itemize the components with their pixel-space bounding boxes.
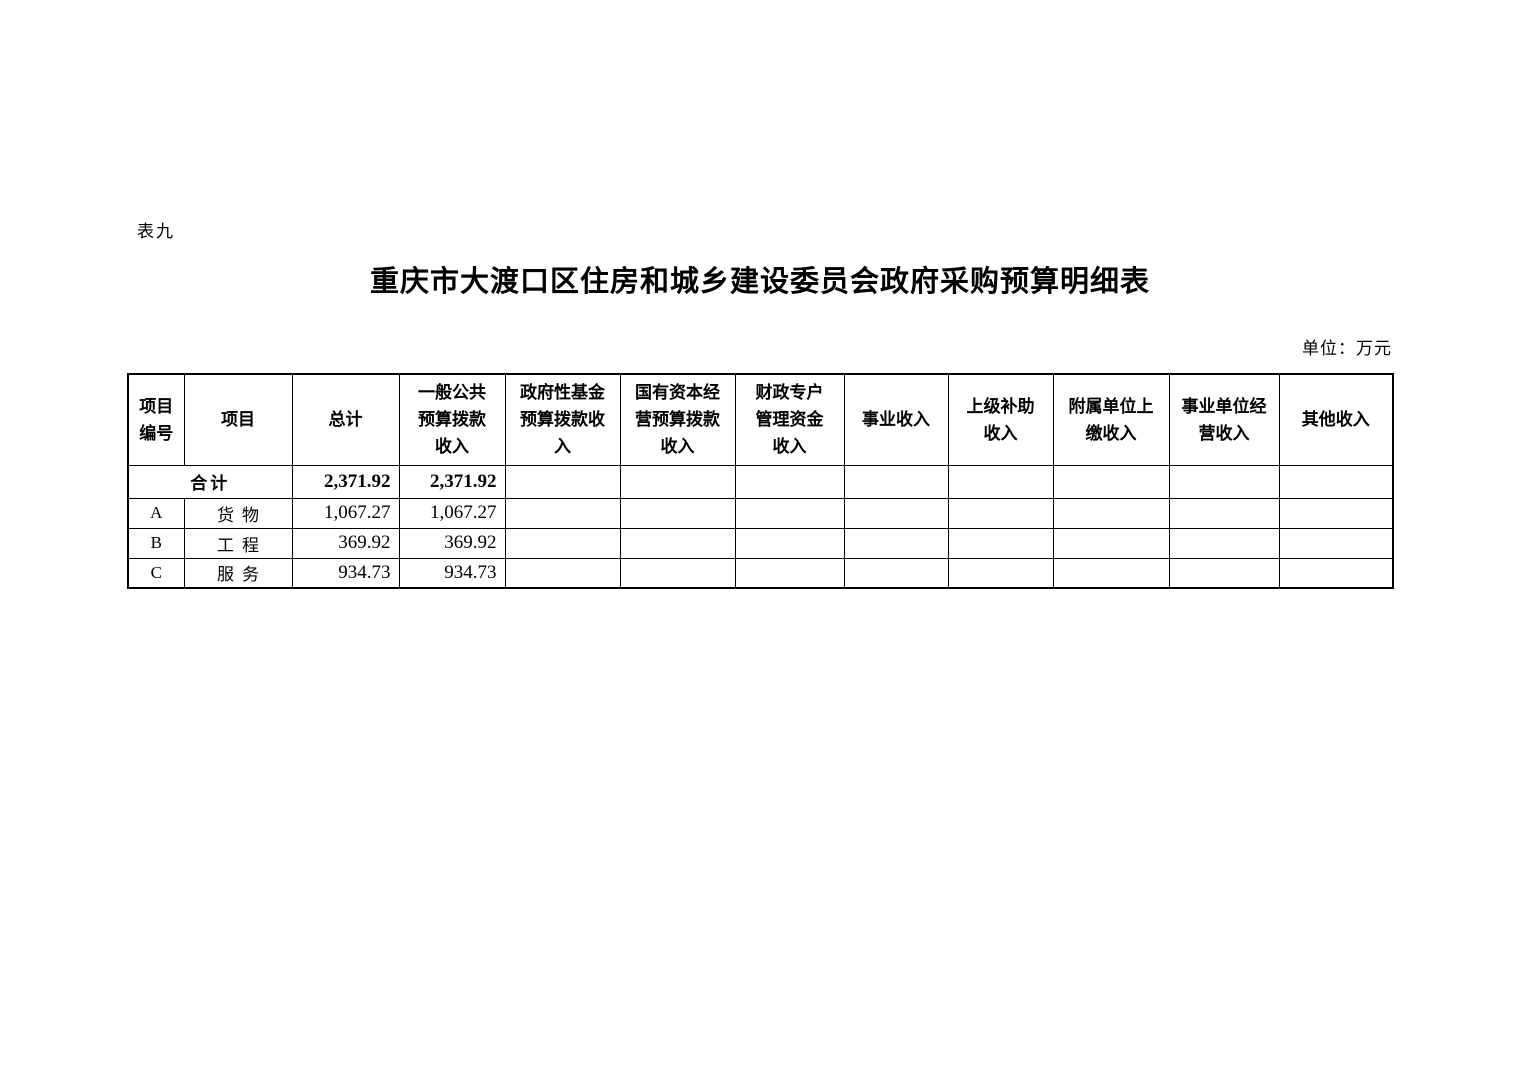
page-title: 重庆市大渡口区住房和城乡建设委员会政府采购预算明细表 bbox=[369, 266, 1150, 298]
total-label-cell: 合计 bbox=[127, 464, 293, 499]
total-affiliated-unit-payment-cell bbox=[1052, 464, 1170, 499]
column-header-gov-fund-budget: 政府性基金 预算拨款收 入 bbox=[504, 373, 621, 466]
table-number-label: 表九 bbox=[137, 222, 175, 241]
item-code-cell: A bbox=[127, 497, 185, 529]
state-capital-budget-cell bbox=[619, 557, 736, 589]
business-operation-income-cell bbox=[1168, 557, 1280, 589]
other-income-cell bbox=[1278, 527, 1394, 559]
total-row: 合计 2,371.92 2,371.92 bbox=[127, 464, 1394, 499]
column-header-other-income: 其他收入 bbox=[1278, 373, 1394, 466]
total-other-income-cell bbox=[1278, 464, 1394, 499]
total-state-capital-budget-cell bbox=[619, 464, 736, 499]
column-header-state-capital-budget: 国有资本经 营预算拨款 收入 bbox=[619, 373, 736, 466]
unit-note: 单位：万元 bbox=[1302, 339, 1392, 358]
total-sum-cell: 2,371.92 bbox=[291, 464, 400, 499]
fiscal-account-funds-cell bbox=[734, 557, 845, 589]
state-capital-budget-cell bbox=[619, 497, 736, 529]
column-header-general-public-budget: 一般公共 预算拨款 收入 bbox=[398, 373, 506, 466]
general-public-budget-cell: 1,067.27 bbox=[398, 497, 506, 529]
operation-income-cell bbox=[843, 497, 949, 529]
total-cell: 934.73 bbox=[291, 557, 400, 589]
table-row-c: C 服务 934.73 934.73 bbox=[127, 557, 1394, 589]
other-income-cell bbox=[1278, 557, 1394, 589]
superior-subsidy-cell bbox=[947, 497, 1054, 529]
general-public-budget-cell: 369.92 bbox=[398, 527, 506, 559]
column-header-total: 总计 bbox=[291, 373, 400, 466]
general-public-budget-cell: 934.73 bbox=[398, 557, 506, 589]
total-cell: 1,067.27 bbox=[291, 497, 400, 529]
operation-income-cell bbox=[843, 527, 949, 559]
fiscal-account-funds-cell bbox=[734, 497, 845, 529]
operation-income-cell bbox=[843, 557, 949, 589]
item-name-cell: 服务 bbox=[183, 557, 293, 589]
header-row: 项目 编号 项目 总计 一般公共 预算拨款 收入 政府性基金 预算拨款收 入 国… bbox=[127, 373, 1394, 466]
superior-subsidy-cell bbox=[947, 557, 1054, 589]
column-header-item: 项目 bbox=[183, 373, 293, 466]
budget-table: 项目 编号 项目 总计 一般公共 预算拨款 收入 政府性基金 预算拨款收 入 国… bbox=[127, 373, 1394, 589]
item-name-cell: 工程 bbox=[183, 527, 293, 559]
gov-fund-budget-cell bbox=[504, 557, 621, 589]
gov-fund-budget-cell bbox=[504, 527, 621, 559]
table-row-a: A 货物 1,067.27 1,067.27 bbox=[127, 497, 1394, 529]
fiscal-account-funds-cell bbox=[734, 527, 845, 559]
column-header-business-operation-income: 事业单位经 营收入 bbox=[1168, 373, 1280, 466]
total-business-operation-income-cell bbox=[1168, 464, 1280, 499]
total-fiscal-account-funds-cell bbox=[734, 464, 845, 499]
total-superior-subsidy-cell bbox=[947, 464, 1054, 499]
item-name-cell: 货物 bbox=[183, 497, 293, 529]
state-capital-budget-cell bbox=[619, 527, 736, 559]
affiliated-unit-payment-cell bbox=[1052, 497, 1170, 529]
gov-fund-budget-cell bbox=[504, 497, 621, 529]
affiliated-unit-payment-cell bbox=[1052, 557, 1170, 589]
total-cell: 369.92 bbox=[291, 527, 400, 559]
other-income-cell bbox=[1278, 497, 1394, 529]
superior-subsidy-cell bbox=[947, 527, 1054, 559]
total-operation-income-cell bbox=[843, 464, 949, 499]
item-code-cell: B bbox=[127, 527, 185, 559]
item-code-cell: C bbox=[127, 557, 185, 589]
column-header-affiliated-unit-payment: 附属单位上 缴收入 bbox=[1052, 373, 1170, 466]
table-row-b: B 工程 369.92 369.92 bbox=[127, 527, 1394, 559]
business-operation-income-cell bbox=[1168, 527, 1280, 559]
column-header-fiscal-account-funds: 财政专户 管理资金 收入 bbox=[734, 373, 845, 466]
affiliated-unit-payment-cell bbox=[1052, 527, 1170, 559]
column-header-item-code: 项目 编号 bbox=[127, 373, 185, 466]
business-operation-income-cell bbox=[1168, 497, 1280, 529]
column-header-superior-subsidy: 上级补助 收入 bbox=[947, 373, 1054, 466]
total-general-public-budget-cell: 2,371.92 bbox=[398, 464, 506, 499]
column-header-operation-income: 事业收入 bbox=[843, 373, 949, 466]
total-gov-fund-budget-cell bbox=[504, 464, 621, 499]
